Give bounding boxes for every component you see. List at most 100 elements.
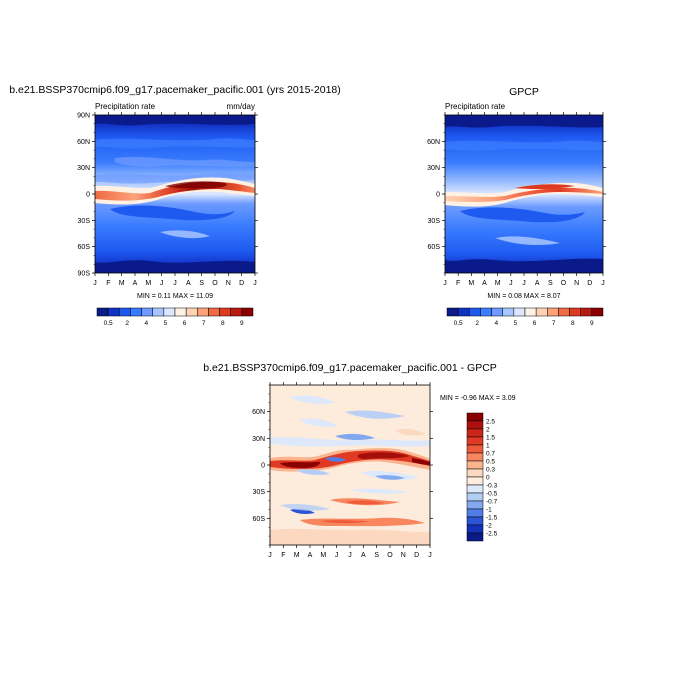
x-tick-label: A bbox=[482, 280, 487, 287]
x-tick-label: M bbox=[145, 280, 151, 287]
legend-label: -0.7 bbox=[486, 499, 498, 506]
x-tick-label: J bbox=[428, 552, 432, 559]
obs-legend: 0.5 2 4 5 6 7 8 9 bbox=[446, 307, 604, 327]
x-tick-label: J bbox=[601, 280, 605, 287]
y-tick-label: 90S bbox=[78, 271, 91, 278]
x-tick-label: M bbox=[495, 280, 501, 287]
legend-swatch bbox=[580, 307, 593, 317]
legend-swatch bbox=[466, 492, 484, 502]
legend-swatch bbox=[591, 307, 604, 317]
legend-label: 0.5 bbox=[486, 459, 495, 466]
model-field bbox=[95, 115, 255, 273]
legend-swatch bbox=[466, 444, 484, 454]
x-tick-label: J bbox=[522, 280, 526, 287]
x-tick-label: A bbox=[308, 552, 313, 559]
obs-title: GPCP bbox=[509, 86, 539, 98]
x-tick-label: F bbox=[106, 280, 110, 287]
legend-swatch bbox=[241, 307, 254, 317]
legend-swatch bbox=[466, 460, 484, 470]
legend-label: 0 bbox=[486, 475, 490, 482]
diff-title: b.e21.BSSP370cmip6.f09_g17.pacemaker_pac… bbox=[203, 362, 497, 374]
legend-swatch bbox=[547, 307, 559, 317]
x-tick-label: J bbox=[348, 552, 352, 559]
x-tick-label: J bbox=[93, 280, 97, 287]
diff-field bbox=[270, 385, 430, 545]
y-tick-label: 60N bbox=[427, 139, 440, 146]
legend-swatch bbox=[466, 428, 484, 438]
legend-swatch bbox=[524, 307, 537, 317]
x-tick-label: A bbox=[186, 280, 191, 287]
legend-swatch bbox=[466, 508, 484, 518]
y-tick-label: 60N bbox=[77, 139, 90, 146]
legend-label: 0.3 bbox=[486, 467, 495, 474]
model-y-axis: 90N 60N 30N 0 30S 60S 90S bbox=[77, 113, 258, 278]
legend-swatch bbox=[119, 307, 131, 317]
model-title: b.e21.BSSP370cmip6.f09_g17.pacemaker_pac… bbox=[9, 84, 341, 96]
legend-label: 4 bbox=[495, 320, 499, 327]
legend-label: 8 bbox=[571, 320, 575, 327]
legend-swatch bbox=[466, 516, 484, 526]
legend-swatch bbox=[96, 307, 109, 317]
x-tick-label: M bbox=[320, 552, 326, 559]
x-tick-label: S bbox=[374, 552, 379, 559]
y-tick-label: 30N bbox=[252, 436, 265, 443]
legend-swatch bbox=[569, 307, 581, 317]
legend-label: 7 bbox=[202, 320, 206, 327]
y-tick-label: 60S bbox=[78, 244, 91, 251]
legend-swatch bbox=[466, 524, 484, 534]
legend-swatch bbox=[513, 307, 526, 317]
legend-swatch bbox=[185, 307, 198, 317]
x-tick-label: O bbox=[561, 280, 567, 287]
legend-swatch bbox=[466, 436, 484, 446]
legend-label: 2.5 bbox=[486, 419, 495, 426]
x-tick-label: A bbox=[133, 280, 138, 287]
x-tick-label: M bbox=[468, 280, 474, 287]
legend-swatch bbox=[535, 307, 548, 317]
legend-swatch bbox=[491, 307, 503, 317]
x-tick-label: O bbox=[387, 552, 393, 559]
legend-swatch bbox=[502, 307, 515, 317]
diff-legend: 2.521.510.70.50.30-0.3-0.5-0.7-1-1.5-2-2… bbox=[466, 412, 498, 542]
y-tick-label: 30S bbox=[78, 218, 91, 225]
legend-label: 6 bbox=[533, 320, 537, 327]
legend-swatch bbox=[174, 307, 187, 317]
legend-label: 1.5 bbox=[486, 435, 495, 442]
legend-swatch bbox=[141, 307, 153, 317]
model-stats: MIN = 0.11 MAX = 11.09 bbox=[137, 293, 213, 300]
x-tick-label: N bbox=[574, 280, 579, 287]
legend-swatch bbox=[107, 307, 120, 317]
legend-label: -2.5 bbox=[486, 531, 498, 538]
x-tick-label: A bbox=[361, 552, 366, 559]
x-tick-label: S bbox=[199, 280, 204, 287]
legend-swatch bbox=[466, 452, 484, 462]
diff-y-axis: 60N 30N 0 30S 60S bbox=[252, 384, 433, 546]
legend-swatch bbox=[130, 307, 142, 317]
legend-swatch bbox=[446, 307, 459, 317]
legend-label: 8 bbox=[221, 320, 225, 327]
legend-swatch bbox=[469, 307, 481, 317]
legend-label: -2 bbox=[486, 523, 492, 530]
legend-swatch bbox=[466, 476, 484, 486]
y-tick-label: 90N bbox=[77, 113, 90, 120]
obs-panel: GPCP Precipitation rate 60N 30N 0 30S 60S J F… bbox=[427, 86, 606, 327]
y-tick-label: 60S bbox=[428, 244, 441, 251]
legend-label: -1 bbox=[486, 507, 492, 514]
x-tick-label: F bbox=[456, 280, 460, 287]
legend-label: -0.3 bbox=[486, 483, 498, 490]
x-tick-label: J bbox=[253, 280, 257, 287]
y-tick-label: 0 bbox=[261, 463, 265, 470]
legend-swatch bbox=[466, 412, 484, 422]
x-tick-label: M bbox=[119, 280, 125, 287]
x-tick-label: J bbox=[160, 280, 164, 287]
legend-swatch bbox=[466, 484, 484, 494]
x-tick-label: J bbox=[509, 280, 513, 287]
obs-left-string: Precipitation rate bbox=[445, 102, 506, 111]
y-tick-label: 30N bbox=[427, 165, 440, 172]
legend-swatch bbox=[466, 468, 484, 478]
legend-swatch bbox=[466, 500, 484, 510]
y-tick-label: 30S bbox=[428, 218, 441, 225]
model-panel: b.e21.BSSP370cmip6.f09_g17.pacemaker_pac… bbox=[9, 84, 341, 327]
